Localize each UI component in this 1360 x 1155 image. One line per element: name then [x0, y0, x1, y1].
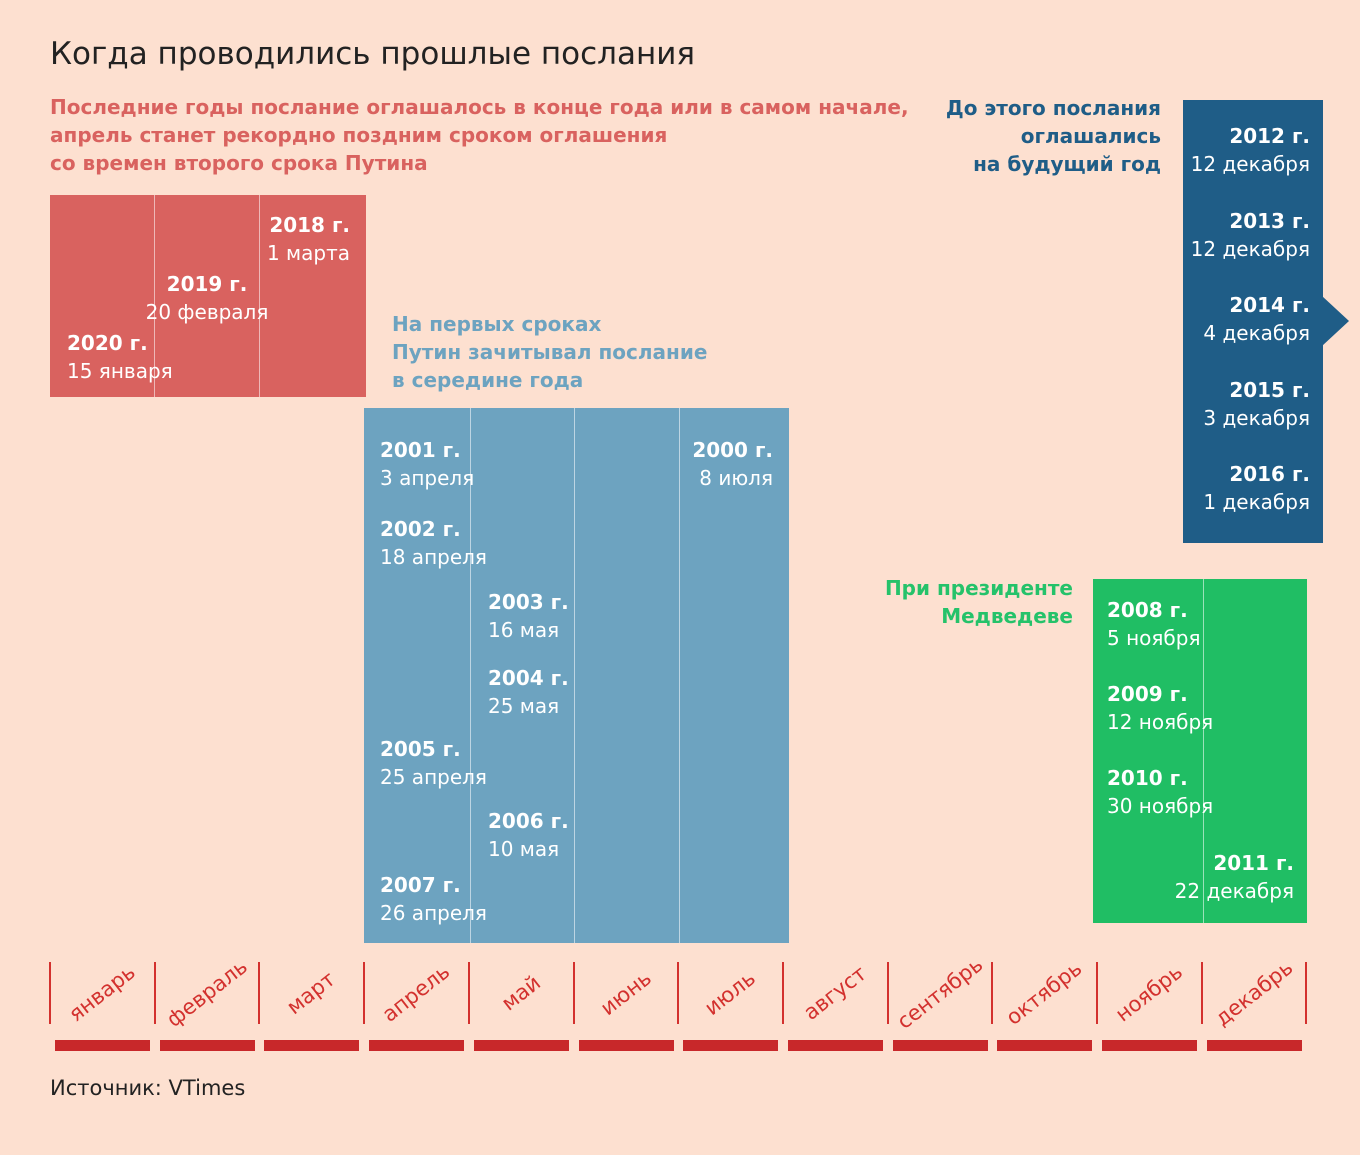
month-label: июль [700, 965, 760, 1021]
december-block [1183, 100, 1323, 543]
entry-2011: 2011 г. 22 декабря [1174, 851, 1294, 903]
entry-2012: 2012 г. 12 декабря [1190, 124, 1310, 176]
month-tick [258, 962, 260, 1024]
note-medvedev: При президенте Медведеве [884, 576, 1073, 628]
month-tick [887, 962, 889, 1024]
entry-2009: 2009 г. 12 ноября [1107, 682, 1214, 734]
entry-2001: 2001 г. 3 апреля [380, 438, 475, 490]
month-bar [1102, 1040, 1197, 1051]
month-bar [893, 1040, 988, 1051]
entry-2002: 2002 г. 18 апреля [380, 517, 487, 569]
page-title: Когда проводились прошлые послания [50, 36, 696, 72]
month-label: октябрь [1001, 956, 1087, 1030]
month-divider [574, 408, 575, 943]
month-label: май [496, 970, 546, 1016]
month-tick [1201, 962, 1203, 1024]
month-bar [264, 1040, 359, 1051]
note-future-year: До этого послания оглашались на будущий … [945, 96, 1161, 176]
month-bar [369, 1040, 464, 1051]
month-label: апрель [377, 959, 455, 1027]
month-bar [55, 1040, 150, 1051]
month-bar [579, 1040, 674, 1051]
entry-2016: 2016 г. 1 декабря [1203, 462, 1310, 514]
entry-2019: 2019 г. 20 февраля [145, 272, 269, 324]
entry-2018: 2018 г. 1 марта [266, 213, 350, 265]
entry-2014: 2014 г. 4 декабря [1203, 293, 1310, 345]
month-bar [160, 1040, 255, 1051]
month-tick [49, 962, 51, 1024]
month-bar [1207, 1040, 1302, 1051]
medvedev-block [1093, 579, 1307, 923]
month-tick [1096, 962, 1098, 1024]
entry-2007: 2007 г. 26 апреля [380, 873, 487, 925]
month-tick [1305, 962, 1307, 1024]
month-divider [1203, 579, 1204, 923]
arrow-pointer [1322, 296, 1349, 346]
month-divider [259, 195, 260, 397]
month-label: июнь [595, 965, 657, 1021]
entry-2020: 2020 г. 15 января [67, 331, 173, 383]
putin-first-block [364, 408, 789, 943]
subtitle: Последние годы послание оглашалось в кон… [50, 95, 909, 175]
month-label: декабрь [1210, 955, 1298, 1031]
month-bar [474, 1040, 569, 1051]
note-first-terms: На первых сроках Путин зачитывал послани… [392, 312, 708, 392]
entry-2015: 2015 г. 3 декабря [1203, 378, 1310, 430]
entry-2000: 2000 г. 8 июля [692, 438, 773, 490]
month-tick [677, 962, 679, 1024]
month-tick [363, 962, 365, 1024]
entry-2003: 2003 г. 16 мая [488, 590, 569, 642]
entry-2008: 2008 г. 5 ноября [1107, 598, 1201, 650]
entry-2010: 2010 г. 30 ноября [1107, 766, 1214, 818]
month-divider [470, 408, 471, 943]
month-tick [573, 962, 575, 1024]
entry-2013: 2013 г. 12 декабря [1190, 209, 1310, 261]
month-bar [788, 1040, 883, 1051]
month-label: ноябрь [1110, 959, 1188, 1027]
month-tick [991, 962, 993, 1024]
entry-2005: 2005 г. 25 апреля [380, 737, 487, 789]
month-bar [683, 1040, 778, 1051]
month-tick [154, 962, 156, 1024]
month-tick [782, 962, 784, 1024]
recent-block [50, 195, 366, 397]
month-tick [468, 962, 470, 1024]
month-label: март [282, 966, 340, 1020]
month-bar [997, 1040, 1092, 1051]
month-label: январь [64, 959, 140, 1027]
month-divider [679, 408, 680, 943]
month-label: февраль [162, 954, 252, 1032]
month-divider [154, 195, 155, 397]
entry-2004: 2004 г. 25 мая [488, 666, 569, 718]
source-note: Источник: VTimes [50, 1076, 246, 1100]
month-label: август [799, 961, 871, 1025]
month-label: сентябрь [892, 952, 988, 1034]
entry-2006: 2006 г. 10 мая [488, 809, 569, 861]
